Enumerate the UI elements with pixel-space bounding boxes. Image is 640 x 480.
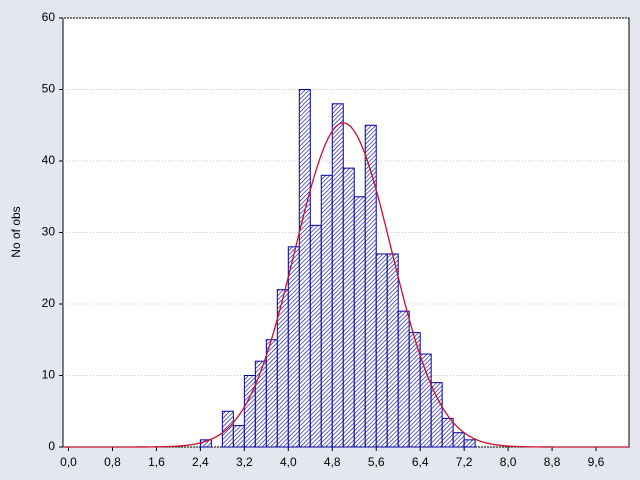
- x-tick-label: 5,6: [368, 455, 385, 469]
- bar: [287, 246, 300, 448]
- y-tick-label: 60: [42, 10, 56, 24]
- bar: [386, 253, 399, 448]
- y-tick-label: 0: [48, 439, 55, 453]
- x-tick-label: 4,8: [324, 455, 341, 469]
- normal-fit-curve: [63, 122, 629, 448]
- y-tick-label: 50: [42, 82, 56, 96]
- bar: [353, 196, 366, 448]
- x-tick-label: 0,0: [60, 455, 77, 469]
- bar: [463, 439, 476, 448]
- bar: [441, 417, 454, 448]
- x-tick-label: 2,4: [192, 455, 209, 469]
- bar: [243, 375, 256, 448]
- x-tick-label: 8,8: [544, 455, 561, 469]
- bar: [342, 167, 355, 448]
- x-tick-label: 6,4: [412, 455, 429, 469]
- bar: [265, 339, 278, 448]
- y-tick-label: 40: [42, 153, 56, 167]
- bar: [320, 174, 333, 448]
- x-tick-label: 4,0: [280, 455, 297, 469]
- x-tick-label: 0,8: [104, 455, 121, 469]
- bar: [221, 410, 234, 448]
- x-tick-label: 1,6: [148, 455, 165, 469]
- bar: [430, 382, 443, 448]
- y-tick-label: 10: [42, 368, 56, 382]
- y-tick-label: 20: [42, 296, 56, 310]
- bar: [397, 310, 410, 448]
- x-tick-label: 8,0: [500, 455, 517, 469]
- bar: [309, 224, 322, 448]
- y-tick-label: 30: [42, 225, 56, 239]
- bar: [298, 89, 311, 448]
- bar: [375, 253, 388, 448]
- bar: [254, 360, 267, 448]
- x-tick-label: 3,2: [236, 455, 253, 469]
- y-axis-label: No of obs: [9, 206, 23, 257]
- bar: [331, 103, 344, 448]
- bar: [452, 432, 465, 448]
- bar: [419, 353, 432, 448]
- x-tick-label: 7,2: [456, 455, 473, 469]
- bar: [364, 124, 377, 448]
- x-tick-label: 9,6: [588, 455, 605, 469]
- bar: [232, 425, 245, 448]
